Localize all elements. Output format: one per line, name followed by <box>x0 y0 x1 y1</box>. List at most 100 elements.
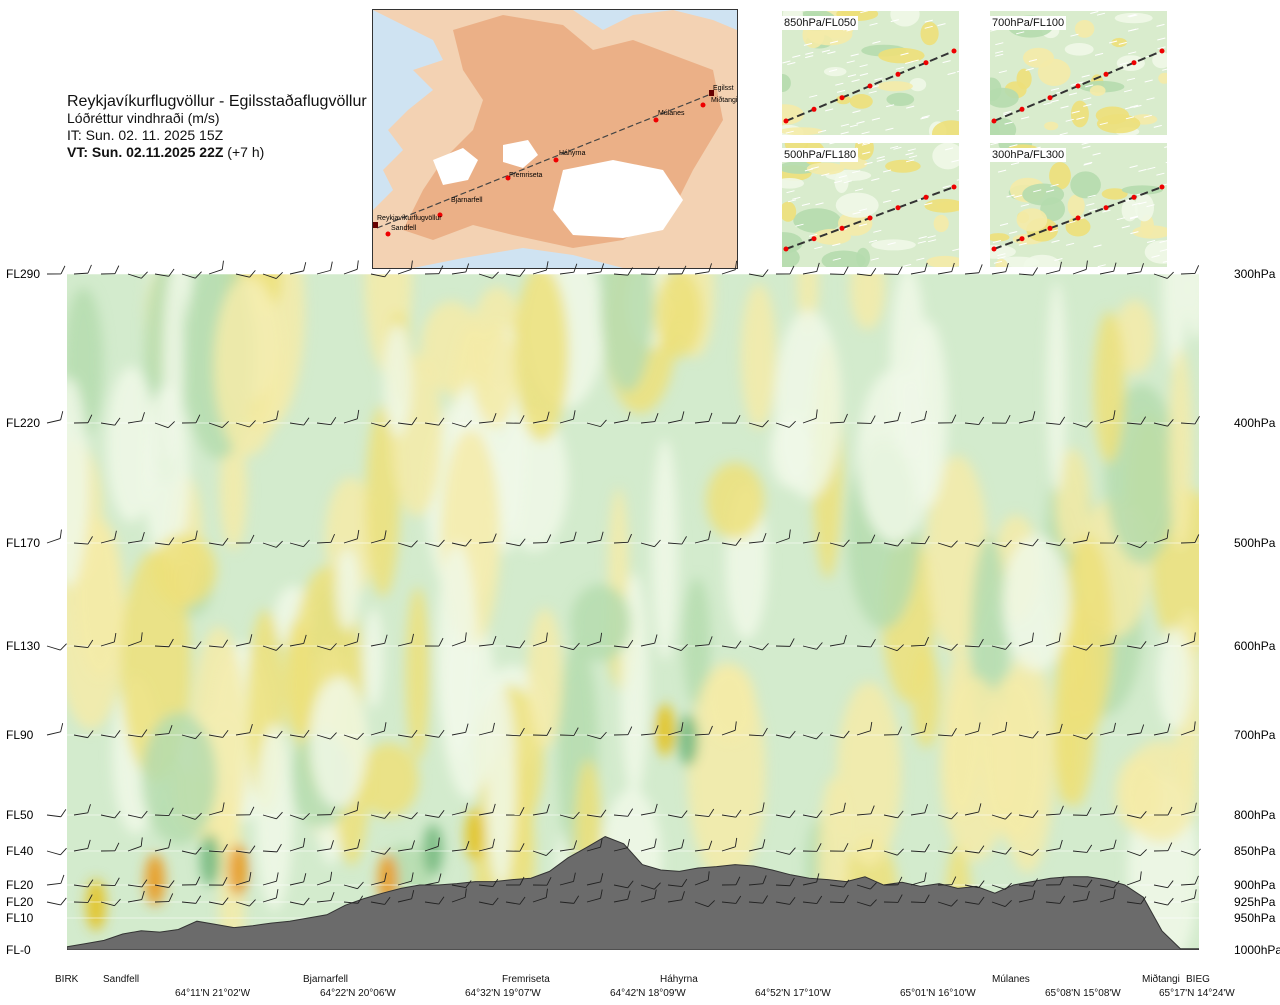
wind-barb <box>586 731 607 740</box>
thumb-wind <box>846 60 855 64</box>
thumb-wind <box>927 235 936 239</box>
wind-barb <box>424 539 445 548</box>
wind-barb <box>964 803 982 816</box>
wind-barb <box>1045 805 1064 816</box>
wind-barb <box>46 722 64 736</box>
wind-barb <box>802 642 823 650</box>
thumbnail-700hpa: 700hPa/FL100 <box>990 11 1167 135</box>
wind-barb <box>964 845 985 854</box>
wind-barb <box>127 837 143 852</box>
wind-barb <box>667 411 685 424</box>
wind-barb <box>640 882 661 890</box>
wind-barb <box>883 411 901 424</box>
wind-barb <box>586 632 603 647</box>
thumb-shading <box>806 162 845 175</box>
wind-barb <box>1153 842 1173 852</box>
contour-shading <box>405 587 430 761</box>
thumb-shading <box>932 143 959 170</box>
wind-barb <box>721 414 741 424</box>
wind-barb <box>910 843 930 853</box>
wind-barb <box>856 638 876 648</box>
thumb-point <box>1131 194 1137 200</box>
thumb-wind <box>876 158 885 162</box>
thumb-wind <box>907 148 916 152</box>
thumb-wind <box>827 51 836 55</box>
wind-barb <box>964 896 985 905</box>
y-label-pressure: 600hPa <box>1234 639 1276 653</box>
contour-shading <box>76 518 124 678</box>
thumb-wind <box>1157 37 1166 41</box>
contour-shading <box>1055 448 1090 553</box>
wind-barb <box>505 640 526 649</box>
contour-shading <box>365 404 400 597</box>
thumb-wind <box>836 89 846 93</box>
wind-barb <box>397 417 418 426</box>
thumb-shading <box>841 11 861 17</box>
wind-barb <box>991 812 1012 820</box>
wind-barb <box>505 843 525 852</box>
wind-barb <box>370 872 387 886</box>
thumb-point <box>1047 95 1053 101</box>
wind-barb <box>235 420 256 428</box>
wind-barb <box>1153 271 1174 279</box>
wind-barb <box>451 880 472 889</box>
wind-barb <box>640 266 660 275</box>
wind-barb <box>262 730 283 739</box>
contour-shading <box>141 712 217 845</box>
wind-barb <box>46 411 64 424</box>
wind-barb <box>1154 806 1173 816</box>
map-point <box>700 102 706 108</box>
wind-barb <box>532 727 552 736</box>
contour-shading <box>1162 274 1189 371</box>
wind-barb <box>937 643 958 651</box>
wind-barb <box>1018 730 1039 739</box>
wind-barb <box>1153 529 1169 544</box>
wind-barb <box>127 412 145 424</box>
thumb-point <box>895 71 901 77</box>
wind-barb <box>154 880 175 889</box>
thumb-wind <box>1090 11 1099 14</box>
wind-barb <box>748 420 769 428</box>
wind-barb <box>586 889 603 903</box>
wind-barb <box>694 725 713 736</box>
thumb-wind <box>891 189 900 192</box>
wind-barb <box>1126 263 1144 275</box>
wind-barb <box>829 634 847 647</box>
contour-shading <box>1157 626 1192 731</box>
wind-barb <box>1153 880 1174 889</box>
wind-barb <box>640 889 657 903</box>
thumb-wind <box>1102 209 1111 213</box>
wind-barb <box>235 845 256 854</box>
thumb-wind <box>787 199 797 203</box>
thumb-wind <box>859 73 869 76</box>
wind-barb <box>100 530 117 544</box>
wind-barb <box>964 722 981 736</box>
wind-barb <box>856 268 877 277</box>
wind-barb <box>640 634 658 647</box>
thumb-wind <box>1067 220 1076 224</box>
wind-barb <box>775 730 796 739</box>
wind-barb <box>1045 723 1063 736</box>
wind-barb <box>451 263 470 275</box>
thumb-shading <box>1067 194 1085 218</box>
thumb-wind <box>1006 194 1015 198</box>
y-label-pressure: 800hPa <box>1234 808 1276 822</box>
wind-barb <box>586 873 604 886</box>
thumb-wind <box>1099 122 1108 126</box>
thumb-wind <box>1156 172 1165 176</box>
contour-cell <box>200 834 220 886</box>
wind-barb <box>478 722 495 736</box>
thumb-wind <box>876 156 885 159</box>
thumb-shading <box>1074 20 1095 38</box>
thumb-point <box>811 106 817 112</box>
thumb-wind <box>805 51 814 55</box>
map-label: Miðtangi <box>711 96 737 104</box>
wind-barb <box>910 636 929 647</box>
thumb-wind <box>1033 189 1042 193</box>
map-point <box>437 212 443 218</box>
wind-barb <box>451 538 472 547</box>
thumb-wind <box>828 69 838 72</box>
wind-barb <box>316 732 337 740</box>
thumb-wind <box>1013 194 1022 198</box>
wind-barb <box>721 721 737 736</box>
